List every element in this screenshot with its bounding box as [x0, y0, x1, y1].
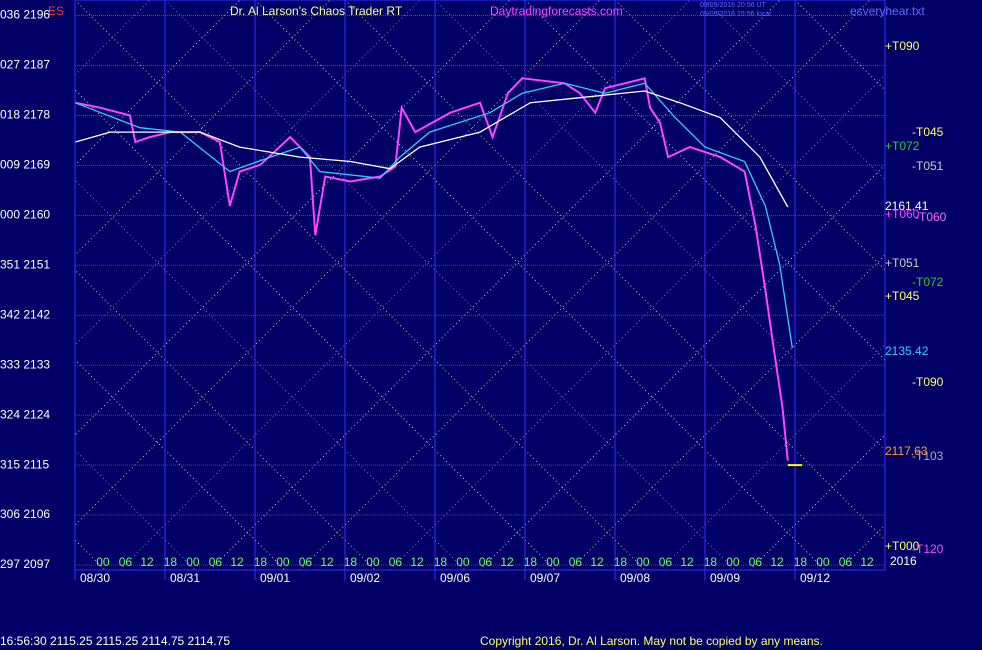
hour-tick-label: 12 [140, 555, 154, 569]
hour-tick-label: 00 [366, 555, 380, 569]
hour-tick-label: 12 [320, 555, 334, 569]
y-tick-label: 297 2097 [0, 557, 50, 571]
hour-tick-label: 18 [344, 555, 358, 569]
x-tick-label: 09/01 [260, 571, 290, 585]
y-tick-label: 342 2142 [0, 307, 50, 321]
copyright: Copyright 2016, Dr. Al Larson. May not b… [480, 634, 823, 648]
hour-tick-label: 06 [839, 555, 853, 569]
annotation: 2135.42 [885, 344, 929, 358]
x-tick-label: 09/06 [440, 571, 470, 585]
hour-tick-label: 18 [614, 555, 628, 569]
file-name: esveryhear.txt [850, 4, 925, 18]
y-tick-label: 333 2133 [0, 357, 50, 371]
annotation: +T000 [885, 539, 920, 553]
hour-tick-label: 12 [410, 555, 424, 569]
y-tick-label: 009 2169 [0, 158, 50, 172]
hour-tick-label: 12 [500, 555, 514, 569]
hour-tick-label: 18 [164, 555, 178, 569]
hour-tick-label: 00 [636, 555, 650, 569]
chart-title: Dr. Al Larson's Chaos Trader RT [230, 4, 403, 18]
site: Daytradingforecasts.com [490, 4, 623, 18]
hour-tick-label: 18 [794, 555, 808, 569]
hour-tick-label: 18 [524, 555, 538, 569]
annotation: 2016 [890, 554, 917, 568]
y-tick-label: 324 2124 [0, 407, 50, 421]
price-line [74, 90, 789, 208]
timestamp: 09/09/2016 20:56 UT [700, 2, 766, 9]
annotation: -T045 [912, 125, 944, 139]
hour-tick-label: 00 [546, 555, 560, 569]
hour-tick-label: 06 [569, 555, 583, 569]
annotation: +T051 [885, 256, 920, 270]
annotation: +T072 [885, 139, 920, 153]
plot-frame [74, 0, 886, 571]
plot [74, 77, 803, 467]
timestamp: 09/09/2016 15:56 local [700, 11, 771, 18]
y-tick-label: 315 2115 [0, 457, 49, 471]
x-tick-label: 09/08 [620, 571, 650, 585]
y-tick-label: 036 2196 [0, 8, 50, 22]
hour-tick-label: 12 [680, 555, 694, 569]
status-line: 16:56:30 2115.25 2115.25 2114.75 2114.75 [0, 634, 230, 648]
annotation: -T060 [915, 210, 947, 224]
symbol: ES [48, 4, 64, 18]
hour-tick-label: 18 [254, 555, 268, 569]
annotation: +T090 [885, 39, 920, 53]
y-tick-label: 306 2106 [0, 507, 50, 521]
annotation: 2117.63 [885, 444, 928, 458]
annotation: -T051 [912, 159, 944, 173]
annotation: -T120 [912, 542, 944, 556]
x-tick-label: 08/30 [80, 571, 110, 585]
y-tick-label: 351 2151 [0, 257, 50, 271]
hour-tick-label: 00 [456, 555, 470, 569]
hour-tick-label: 12 [770, 555, 784, 569]
hour-tick-label: 18 [704, 555, 718, 569]
hour-tick-label: 06 [299, 555, 313, 569]
hour-tick-label: 12 [860, 555, 874, 569]
y-tick-label: 027 2187 [0, 58, 50, 72]
hour-tick-label: 00 [726, 555, 740, 569]
x-tick-label: 09/07 [530, 571, 560, 585]
x-tick-label: 09/12 [800, 571, 830, 585]
hour-tick-label: 06 [209, 555, 223, 569]
annotation: -T072 [912, 275, 944, 289]
hour-tick-label: 06 [389, 555, 403, 569]
price-line [74, 77, 789, 461]
annotation: -T103 [912, 449, 944, 463]
annotation: +T045 [885, 289, 920, 303]
hour-tick-label: 06 [479, 555, 493, 569]
hour-tick-label: 00 [96, 555, 110, 569]
hour-tick-label: 18 [434, 555, 448, 569]
x-tick-label: 09/02 [350, 571, 380, 585]
y-tick-label: 000 2160 [0, 208, 50, 222]
hour-tick-label: 06 [749, 555, 763, 569]
hour-tick-label: 06 [659, 555, 673, 569]
x-tick-label: 09/09 [710, 571, 740, 585]
hour-tick-label: 12 [230, 555, 244, 569]
x-tick-label: 08/31 [170, 571, 200, 585]
hour-tick-label: 00 [816, 555, 830, 569]
y-tick-label: 018 2178 [0, 108, 50, 122]
price-line [74, 82, 793, 349]
annotation: 2161.41 [885, 199, 929, 213]
annotation: -T090 [912, 375, 944, 389]
hour-tick-label: 00 [186, 555, 200, 569]
annotation: +T060 [885, 207, 920, 221]
hour-tick-label: 06 [119, 555, 133, 569]
hour-tick-label: 00 [276, 555, 290, 569]
hour-tick-label: 12 [590, 555, 604, 569]
